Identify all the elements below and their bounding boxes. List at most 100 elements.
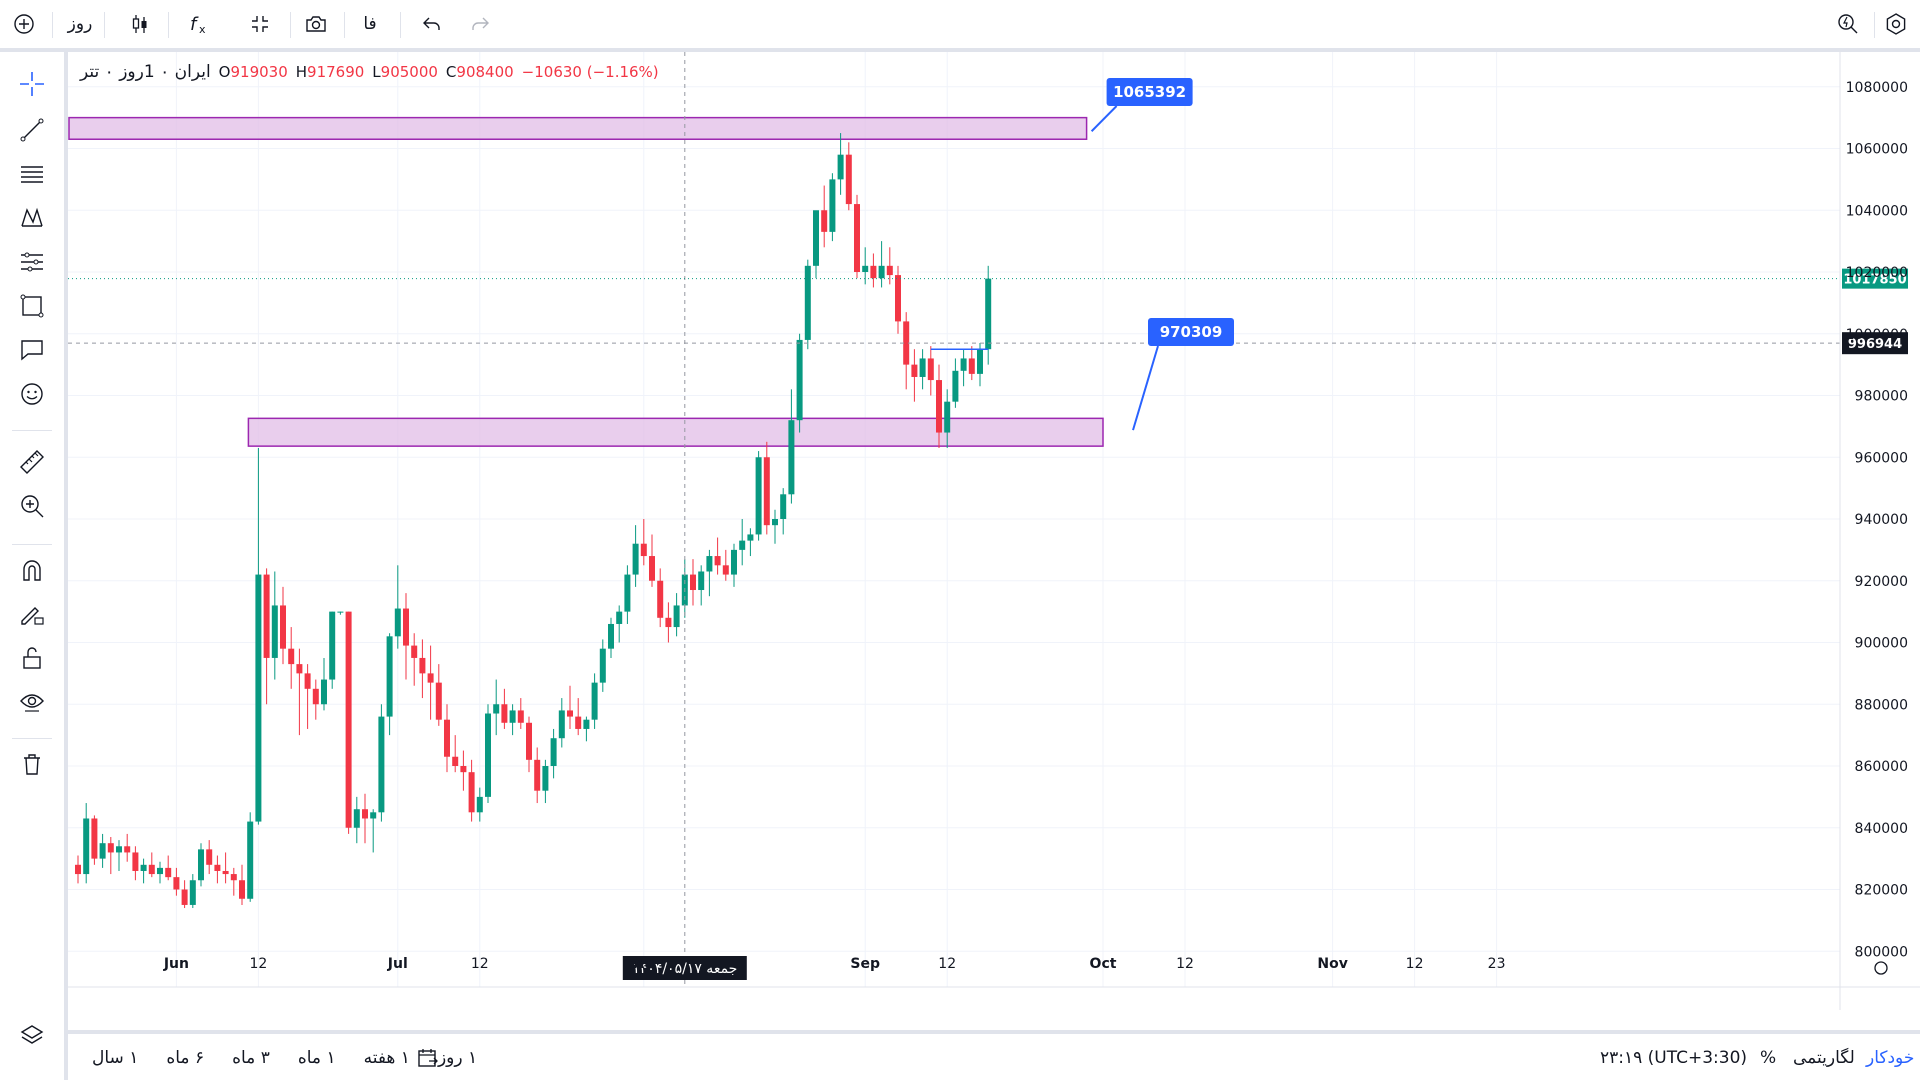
screenshot-button[interactable] bbox=[300, 8, 332, 40]
percent-toggle[interactable]: % bbox=[1760, 1048, 1777, 1068]
trend-line-tool[interactable] bbox=[14, 112, 50, 148]
forecast-tool[interactable] bbox=[14, 244, 50, 280]
range-button[interactable]: ۱ ماه bbox=[297, 1048, 336, 1068]
pencil-lock-icon bbox=[21, 607, 44, 625]
candle-body bbox=[222, 870, 229, 875]
log-scale-toggle[interactable]: لگاریتمی bbox=[1793, 1048, 1855, 1068]
candle-body bbox=[690, 574, 696, 591]
ruler-icon bbox=[20, 450, 44, 474]
icons-tool[interactable] bbox=[14, 376, 50, 412]
range-button[interactable]: ۶ ماه bbox=[166, 1048, 205, 1068]
candle-body bbox=[329, 611, 336, 680]
x-tick-label: 12 bbox=[938, 956, 956, 972]
layers-icon bbox=[20, 1025, 44, 1044]
settings-button[interactable] bbox=[1880, 8, 1912, 40]
y-tick-label: 1060000 bbox=[1846, 142, 1908, 158]
candle-body bbox=[714, 556, 721, 566]
toolbar-divider bbox=[290, 12, 291, 38]
layout-button[interactable] bbox=[244, 8, 276, 40]
symbol-legend: ایران ۰ 1روز ۰ تتر O919030 H917690 L9050… bbox=[80, 62, 659, 82]
fib-retracement-icon bbox=[21, 166, 43, 183]
candle-body bbox=[977, 349, 983, 374]
candle-body bbox=[796, 339, 803, 421]
go-to-date-button[interactable] bbox=[416, 1046, 440, 1070]
candle-body bbox=[706, 556, 713, 572]
toolbar-divider bbox=[104, 12, 105, 38]
object-tree-tool[interactable] bbox=[14, 1018, 50, 1054]
range-button[interactable]: ۱ سال bbox=[92, 1048, 139, 1068]
gear-icon bbox=[1886, 13, 1906, 35]
undo-button[interactable] bbox=[416, 8, 448, 40]
callout-label: 1065392 bbox=[1113, 83, 1186, 101]
auto-scale-toggle[interactable]: خودکار bbox=[1866, 1048, 1915, 1068]
remove-drawings-tool[interactable] bbox=[14, 746, 50, 782]
candle-body bbox=[444, 719, 450, 757]
zoom-tool[interactable] bbox=[14, 488, 50, 524]
candle-body bbox=[91, 818, 98, 859]
chart-type-button[interactable] bbox=[124, 8, 156, 40]
candle-body bbox=[230, 874, 237, 881]
add-symbol-button[interactable] bbox=[8, 8, 40, 40]
candle-body bbox=[804, 265, 811, 340]
y-tick-label: 800000 bbox=[1855, 944, 1908, 960]
pattern-tool[interactable] bbox=[14, 200, 50, 236]
x-tick-label: Jul bbox=[387, 956, 408, 972]
toolbar-divider bbox=[12, 544, 52, 545]
candle-body bbox=[435, 682, 442, 720]
callout-box[interactable] bbox=[1106, 78, 1193, 106]
magnet-tool[interactable] bbox=[14, 552, 50, 588]
close-label: C bbox=[445, 63, 457, 81]
svg-text:f: f bbox=[190, 14, 199, 35]
timezone-button[interactable]: ۲۳:۱۹ (UTC+3:30) bbox=[1600, 1048, 1748, 1068]
xabcd-pattern-icon bbox=[21, 207, 43, 227]
toolbar-divider bbox=[52, 12, 53, 38]
price-chart[interactable]: 1065392 970309 1017850 996944 جمعه ۱۴۰۴/۰۵/۱… bbox=[68, 52, 1920, 1010]
language-button[interactable]: فا bbox=[363, 14, 377, 34]
crosshair-tool[interactable] bbox=[14, 66, 50, 102]
range-button[interactable]: ۱ روز bbox=[437, 1048, 478, 1068]
high-value: 917690 bbox=[307, 63, 365, 81]
collapse-arrows-icon bbox=[252, 16, 268, 32]
axis-settings-icon[interactable] bbox=[1874, 961, 1888, 975]
candle-body bbox=[542, 766, 549, 791]
redo-button[interactable] bbox=[464, 8, 496, 40]
candle-body bbox=[886, 265, 893, 276]
crosshair-date-badge bbox=[622, 956, 747, 980]
candle-body bbox=[747, 534, 754, 541]
candle-body bbox=[526, 722, 532, 760]
candle-body bbox=[419, 657, 426, 674]
hide-drawings-tool[interactable] bbox=[14, 684, 50, 720]
range-button[interactable]: ۱ هفته bbox=[363, 1048, 410, 1068]
y-tick-label: 1000000 bbox=[1846, 327, 1908, 343]
symbol-title[interactable]: ایران ۰ 1روز ۰ تتر bbox=[80, 62, 211, 82]
x-tick-label: 12 bbox=[249, 956, 267, 972]
fib-tool[interactable] bbox=[14, 156, 50, 192]
candle-body bbox=[739, 540, 746, 550]
annotation-tool[interactable] bbox=[14, 332, 50, 368]
y-tick-label: 1020000 bbox=[1846, 265, 1908, 281]
resistance-zone[interactable] bbox=[68, 116, 1088, 140]
lock-drawings-tool[interactable] bbox=[14, 640, 50, 676]
stay-in-drawing-mode-tool[interactable] bbox=[14, 596, 50, 632]
range-buttons: ۱ روز ۱ هفته ۱ ماه ۳ ماه ۶ ماه ۱ سال bbox=[78, 1046, 477, 1070]
close-value: 908400 bbox=[456, 63, 514, 81]
candle-body bbox=[288, 648, 295, 665]
support-zone[interactable] bbox=[247, 417, 1104, 447]
callout-box[interactable] bbox=[1148, 318, 1234, 346]
candle-body bbox=[952, 370, 959, 402]
candle-body bbox=[944, 401, 951, 433]
zone-layer bbox=[68, 116, 1104, 447]
measure-tool[interactable] bbox=[14, 444, 50, 480]
callout-pointer bbox=[1132, 345, 1159, 431]
range-button[interactable]: ۳ ماه bbox=[232, 1048, 270, 1068]
interval-button[interactable]: روز bbox=[67, 14, 93, 34]
candle-body bbox=[821, 210, 828, 232]
crosshair-price-label: 996944 bbox=[1848, 337, 1902, 352]
y-tick-label: 960000 bbox=[1855, 450, 1908, 466]
candle-body bbox=[813, 210, 819, 266]
shapes-tool[interactable] bbox=[14, 288, 50, 324]
crosshair-icon bbox=[20, 72, 44, 96]
candle-body bbox=[271, 605, 278, 658]
quick-search-button[interactable] bbox=[1832, 8, 1864, 40]
